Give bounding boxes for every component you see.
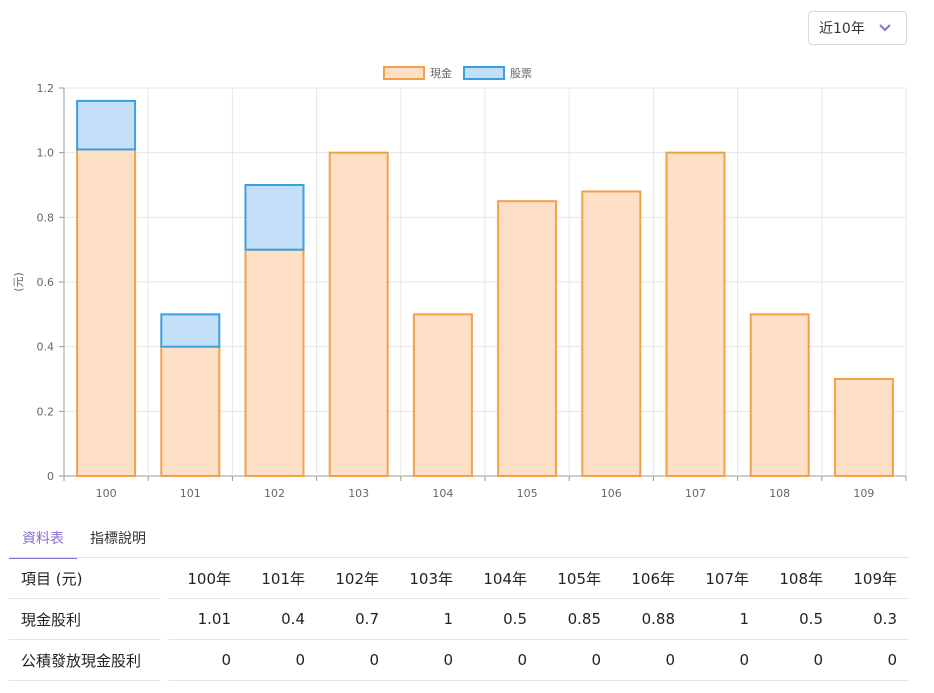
bar-cash [328, 151, 389, 478]
y-tick-label: 0 [47, 470, 54, 483]
year-header: 104年 [465, 558, 539, 599]
year-header: 108年 [761, 558, 835, 599]
legend-label: 現金 [430, 66, 452, 80]
tab-divider [9, 557, 909, 558]
year-header: 106年 [613, 558, 687, 599]
table-cell: 0 [761, 639, 835, 681]
x-tick-label: 107 [685, 487, 706, 500]
x-tick-label: 104 [432, 487, 453, 500]
tab-bar: 資料表 指標說明 [9, 520, 159, 559]
y-tick-label: 0.2 [37, 405, 55, 418]
year-header: 105年 [539, 558, 613, 599]
y-tick-label: 0.8 [37, 211, 55, 224]
table-cell: 0 [391, 639, 465, 681]
bar-cash [160, 345, 221, 477]
x-tick-label: 101 [180, 487, 201, 500]
table-header-row: 項目 (元) 100年 101年 102年 103年 104年 105年 106… [9, 558, 909, 599]
tab-indicator-description[interactable]: 指標說明 [90, 531, 146, 547]
y-axis-label: (元) [12, 272, 25, 292]
y-tick-label: 0.4 [37, 341, 55, 354]
table-cell: 1 [687, 598, 761, 640]
table-cell: 0.85 [539, 598, 613, 640]
bar-cash [76, 148, 137, 478]
table-cell: 0.3 [835, 598, 909, 640]
year-header: 101年 [243, 558, 317, 599]
table-row: 現金股利 1.01 0.4 0.7 1 0.5 0.85 0.88 1 0.5 … [9, 598, 909, 640]
year-header: 102年 [317, 558, 391, 599]
y-tick-label: 1.0 [37, 147, 55, 160]
table-cell: 0 [243, 639, 317, 681]
row-label-reserve-cash-dividend: 公積發放現金股利 [9, 639, 161, 681]
y-tick-label: 1.2 [37, 82, 55, 95]
legend-swatch-cash [383, 66, 425, 80]
y-tick-label: 0.6 [37, 276, 55, 289]
table-cell: 1.01 [169, 598, 243, 640]
table-cell: 0 [317, 639, 391, 681]
x-tick-label: 108 [769, 487, 790, 500]
year-header: 109年 [835, 558, 909, 599]
dividend-chart: 0 0.2 0.4 0.6 0.8 1.0 1.2 (元) 100 101 102 103 104 105… [12, 66, 907, 500]
bar-cash [581, 190, 642, 477]
year-header: 107年 [687, 558, 761, 599]
table-cell: 0.7 [317, 598, 391, 640]
bar-cash [244, 248, 305, 477]
x-tick-label: 100 [96, 487, 117, 500]
x-tick-label: 109 [853, 487, 874, 500]
year-header: 103年 [391, 558, 465, 599]
range-select-label: 近10年 [819, 21, 865, 37]
table-cell: 0 [539, 639, 613, 681]
x-tick-label: 105 [517, 487, 538, 500]
legend-label: 股票 [510, 67, 532, 80]
x-tick-label: 102 [264, 487, 285, 500]
table-cell: 0 [169, 639, 243, 681]
table-row: 公積發放現金股利 0 0 0 0 0 0 0 0 0 0 [9, 639, 909, 681]
bar-cash [412, 313, 473, 478]
table-cell: 0 [687, 639, 761, 681]
table-cell: 0.88 [613, 598, 687, 640]
year-header: 100年 [169, 558, 243, 599]
chevron-down-icon [879, 24, 891, 32]
legend-swatch-stock [463, 66, 505, 80]
dividend-table: 項目 (元) 100年 101年 102年 103年 104年 105年 106… [9, 558, 909, 681]
table-cell: 0.5 [761, 598, 835, 640]
bar-cash [833, 378, 894, 477]
table-cell: 0 [835, 639, 909, 681]
table-cell: 0 [465, 639, 539, 681]
bar-cash [665, 151, 726, 478]
table-header-label: 項目 (元) [9, 558, 161, 599]
bar-cash [497, 200, 558, 478]
x-tick-label: 103 [348, 487, 369, 500]
bar-cash [749, 313, 810, 478]
bar-stock [76, 99, 137, 151]
tab-data-table[interactable]: 資料表 [9, 520, 77, 559]
table-cell: 1 [391, 598, 465, 640]
table-cell: 0.4 [243, 598, 317, 640]
range-select[interactable]: 近10年 [808, 11, 907, 45]
row-label-cash-dividend: 現金股利 [9, 598, 161, 640]
table-cell: 0.5 [465, 598, 539, 640]
bar-stock [160, 313, 221, 348]
x-tick-label: 106 [601, 487, 622, 500]
bar-stock [244, 184, 305, 251]
table-cell: 0 [613, 639, 687, 681]
